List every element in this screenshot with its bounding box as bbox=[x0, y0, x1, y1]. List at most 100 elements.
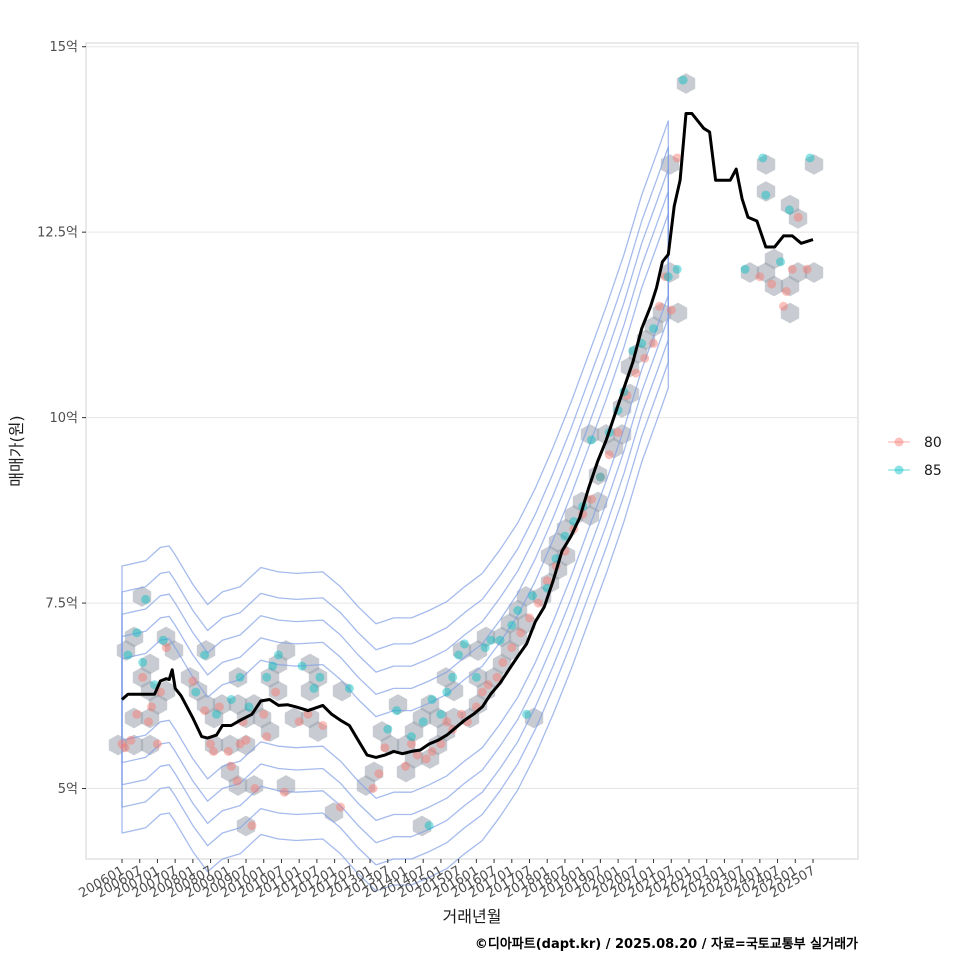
point-85 bbox=[200, 650, 210, 660]
point-80 bbox=[152, 739, 162, 749]
hexbin-cell bbox=[204, 734, 224, 756]
point-85 bbox=[268, 661, 278, 671]
hexbin-cell bbox=[228, 667, 248, 688]
point-80 bbox=[492, 672, 502, 682]
hexbin-cell bbox=[764, 275, 784, 297]
hexbin-cell bbox=[188, 680, 208, 702]
point-85 bbox=[383, 724, 393, 734]
point-80 bbox=[427, 746, 437, 756]
point-80 bbox=[755, 272, 765, 282]
point-80 bbox=[401, 761, 410, 771]
point-85 bbox=[678, 75, 688, 85]
hexbin-cell bbox=[756, 154, 776, 175]
point-80 bbox=[126, 735, 136, 745]
hexbin-cell bbox=[764, 248, 784, 270]
point-85 bbox=[528, 591, 537, 601]
point-80 bbox=[132, 709, 142, 719]
point-80 bbox=[604, 450, 614, 460]
legend-label: 85 bbox=[924, 463, 942, 479]
point-80 bbox=[787, 264, 797, 274]
y-tick-label: 15억 bbox=[49, 40, 78, 55]
point-80 bbox=[188, 676, 198, 686]
y-tick-label: 12.5억 bbox=[37, 226, 78, 241]
point-85 bbox=[784, 205, 794, 215]
point-80 bbox=[226, 761, 236, 771]
point-85 bbox=[392, 706, 402, 716]
point-80 bbox=[672, 153, 682, 163]
point-80 bbox=[259, 709, 269, 719]
hexbin-cell bbox=[788, 262, 808, 283]
hexbin-cell bbox=[756, 181, 776, 202]
hexbin-cell bbox=[804, 154, 824, 175]
point-80 bbox=[779, 301, 788, 311]
hexbin-cell bbox=[220, 734, 240, 756]
hexbin-cell bbox=[436, 667, 456, 688]
hexbin-cell bbox=[124, 707, 144, 729]
hexbin-cell bbox=[364, 761, 384, 783]
point-85 bbox=[522, 709, 532, 719]
point-85 bbox=[158, 635, 168, 645]
point-80 bbox=[660, 272, 670, 282]
point-80 bbox=[303, 709, 313, 719]
point-85 bbox=[587, 435, 596, 445]
point-80 bbox=[666, 305, 676, 315]
point-80 bbox=[533, 598, 543, 608]
gridlines bbox=[86, 46, 858, 790]
hexbin-cell bbox=[276, 640, 296, 661]
point-80 bbox=[631, 368, 641, 378]
point-85 bbox=[471, 672, 481, 682]
point-80 bbox=[247, 821, 257, 831]
hexbin-cell bbox=[124, 626, 144, 648]
point-85 bbox=[132, 628, 142, 638]
point-85 bbox=[344, 683, 354, 693]
point-85 bbox=[442, 687, 452, 697]
point-85 bbox=[424, 821, 434, 831]
y-axis-title: 매매가(원) bbox=[7, 415, 26, 486]
legend: 80 85 bbox=[888, 435, 942, 479]
point-85 bbox=[297, 661, 307, 671]
point-85 bbox=[761, 190, 771, 200]
density-contours bbox=[121, 120, 669, 892]
point-80 bbox=[206, 739, 216, 749]
hexbin-cell bbox=[660, 262, 680, 283]
point-80 bbox=[232, 776, 242, 786]
point-80 bbox=[120, 743, 130, 753]
hexbin-cell bbox=[132, 586, 152, 607]
point-85 bbox=[805, 153, 815, 163]
hexbin-cell bbox=[308, 721, 328, 742]
y-tick-label: 5억 bbox=[58, 782, 78, 797]
hexbin-layer bbox=[108, 73, 824, 837]
point-85 bbox=[191, 687, 201, 697]
point-85 bbox=[226, 695, 236, 704]
hexbin-cell bbox=[612, 397, 632, 418]
point-85 bbox=[776, 257, 785, 267]
point-85 bbox=[758, 153, 768, 163]
point-85 bbox=[649, 324, 658, 334]
point-85 bbox=[274, 650, 283, 660]
point-80 bbox=[654, 301, 664, 311]
point-80 bbox=[498, 657, 508, 667]
point-80 bbox=[380, 743, 390, 753]
hexbin-cell bbox=[228, 694, 248, 715]
point-80 bbox=[336, 802, 345, 812]
point-80 bbox=[421, 754, 431, 764]
point-80 bbox=[250, 784, 260, 793]
legend-key-point bbox=[894, 437, 904, 447]
hexbin-cell bbox=[388, 694, 408, 715]
point-80 bbox=[241, 735, 251, 745]
point-80 bbox=[587, 494, 596, 504]
point-85 bbox=[448, 672, 458, 682]
point-80 bbox=[235, 739, 245, 749]
hexbin-cell bbox=[156, 680, 176, 702]
legend-key-point bbox=[894, 465, 904, 475]
point-85 bbox=[436, 709, 446, 719]
hexbin-cell bbox=[308, 667, 328, 688]
point-85 bbox=[486, 635, 496, 645]
point-85 bbox=[315, 672, 325, 682]
point-80 bbox=[200, 706, 210, 716]
point-80 bbox=[374, 769, 384, 779]
point-85 bbox=[507, 620, 517, 630]
point-85 bbox=[262, 672, 272, 682]
hexbin-cell bbox=[412, 815, 432, 837]
